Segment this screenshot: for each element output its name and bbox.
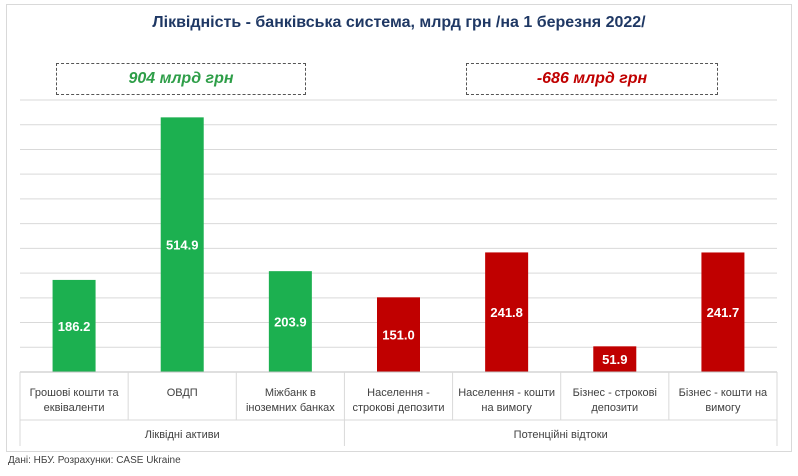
bar [268, 271, 312, 372]
chart-title: Ліквідність - банківська система, млрд г… [152, 14, 646, 31]
bar [593, 346, 637, 372]
data-label: 241.7 [707, 305, 740, 320]
bar [52, 279, 96, 372]
data-label: 514.9 [166, 238, 199, 253]
callout-liquid-total: 904 млрд грн [56, 63, 306, 95]
category-label: Грошові кошти та еквіваленти [30, 387, 120, 414]
bar [160, 117, 204, 372]
category-label: Міжбанк в іноземних банках [246, 387, 335, 414]
bar [701, 252, 745, 372]
data-label: 51.9 [602, 352, 627, 367]
source-note: Дані: НБУ. Розрахунки: CASE Ukraine [8, 455, 181, 466]
category-label: ОВДП [167, 387, 198, 399]
data-label: 151.0 [382, 328, 415, 343]
data-label: 203.9 [274, 315, 307, 330]
group-label: Потенційні відтоки [514, 429, 608, 441]
category-label: Бізнес - кошти на вимогу [679, 387, 768, 414]
data-label: 241.8 [490, 305, 523, 320]
data-label: 186.2 [58, 319, 91, 334]
bar [485, 252, 529, 372]
callout-outflow-total: -686 млрд грн [466, 63, 718, 95]
bar [377, 297, 420, 372]
category-label: Населення -строкові депозити [352, 387, 444, 414]
group-label: Ліквідні активи [145, 429, 220, 441]
category-label: Населення - кошти на вимогу [458, 387, 555, 414]
category-label: Бізнес - строкові депозити [573, 387, 657, 414]
